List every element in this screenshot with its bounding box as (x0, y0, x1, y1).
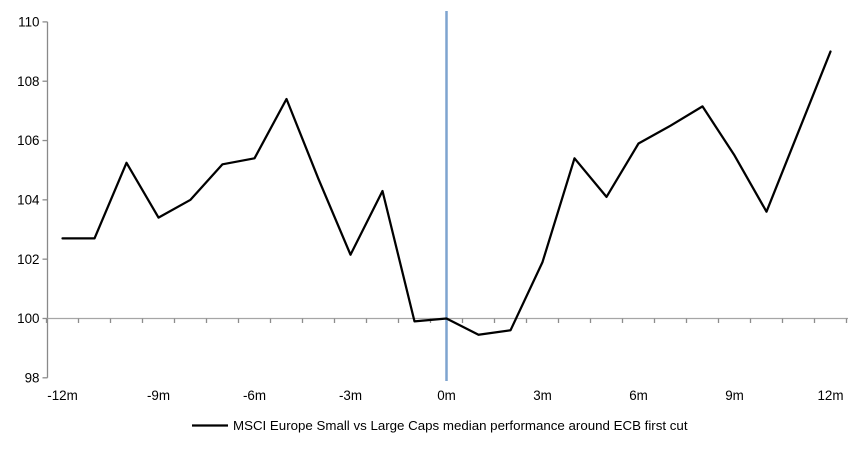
x-axis-tick-label: 0m (437, 388, 456, 403)
y-axis-tick-labels: 98 100 102 104 106 108 110 (17, 15, 40, 386)
y-axis-tick-label: 110 (18, 15, 39, 30)
y-axis-tick-label: 98 (25, 370, 40, 385)
x-axis-tick-label: -9m (147, 388, 170, 403)
y-axis-ticks (42, 21, 48, 379)
y-axis-tick-label: 106 (17, 133, 39, 148)
legend: MSCI Europe Small vs Large Caps median p… (192, 418, 688, 433)
y-axis-tick-label: 102 (17, 252, 39, 267)
x-axis-tick-label: -12m (47, 388, 78, 403)
x-axis-tick-label: -3m (339, 388, 362, 403)
x-axis-tick-label: 9m (725, 388, 744, 403)
x-axis-tick-label: 12m (817, 388, 843, 403)
y-axis-tick-label: 100 (17, 311, 39, 326)
x-axis-tick-label: 6m (629, 388, 648, 403)
x-axis-ticks (45, 318, 848, 323)
y-axis-tick-label: 108 (17, 74, 39, 89)
x-axis-tick-labels: -12m -9m -6m -3m 0m 3m 6m 9m 12m (47, 388, 843, 403)
x-axis-tick-label: -6m (243, 388, 266, 403)
y-axis-tick-label: 104 (17, 192, 40, 207)
legend-label: MSCI Europe Small vs Large Caps median p… (233, 418, 688, 433)
series-line (61, 50, 832, 336)
x-axis-tick-label: 3m (533, 388, 552, 403)
